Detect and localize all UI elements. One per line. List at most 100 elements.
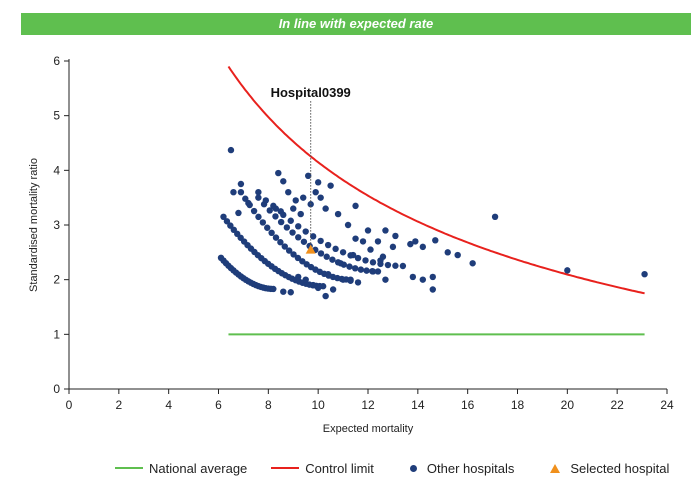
hospital-point — [285, 189, 292, 196]
hospital-point — [295, 273, 302, 281]
hospital-point — [280, 178, 287, 185]
x-tick-label: 6 — [215, 398, 222, 412]
legend-item-national-average[interactable]: National average — [115, 461, 247, 476]
hospital-point — [237, 189, 245, 196]
hospital-point — [444, 249, 451, 256]
hospital-point — [334, 210, 342, 218]
hospital-point — [409, 273, 417, 281]
hospital-point — [329, 286, 337, 293]
hospital-point — [322, 205, 329, 212]
control-limit-swatch — [271, 467, 300, 469]
hospital-point — [339, 249, 347, 256]
hospital-point — [324, 241, 332, 249]
hospital-point — [309, 233, 317, 240]
hospital-point — [384, 261, 392, 269]
hospital-point — [317, 194, 324, 201]
x-tick-label: 22 — [610, 398, 624, 412]
hospital-point — [354, 279, 362, 286]
legend-item-selected-hospital[interactable]: Selected hospital — [538, 461, 669, 476]
hospital-point — [322, 292, 329, 300]
y-tick-label: 4 — [53, 163, 60, 177]
other-hospitals-swatch — [409, 464, 417, 472]
status-banner: In line with expected rate — [21, 13, 691, 35]
hospital-point — [268, 229, 275, 237]
hospital-point — [223, 218, 231, 225]
control-limit-curve — [227, 65, 645, 295]
hospital-point — [429, 273, 436, 281]
hospital-point — [295, 223, 302, 230]
x-tick-label: 8 — [265, 398, 272, 412]
hospital-point — [289, 229, 296, 236]
hospital-point — [351, 265, 359, 272]
hospital-point — [255, 213, 262, 221]
hospital-point — [270, 202, 277, 210]
hospital-point — [379, 253, 387, 260]
x-tick-label: 20 — [561, 398, 575, 412]
hospital-point — [362, 257, 369, 264]
hospital-point — [292, 197, 299, 204]
hospital-point — [300, 194, 307, 201]
hospital-point — [302, 276, 309, 283]
hospital-point — [352, 235, 359, 242]
hospital-point — [272, 213, 279, 220]
hospital-point — [302, 228, 309, 235]
y-axis-title: Standardised mortality ratio — [28, 158, 40, 292]
hospital-point — [266, 207, 273, 214]
hospital-point — [245, 199, 252, 207]
y-tick-label: 0 — [53, 382, 60, 396]
hospital-point — [363, 267, 370, 274]
hospital-point — [454, 251, 461, 259]
control-limit-series — [227, 65, 645, 295]
hospital-point — [287, 217, 294, 224]
hospital-point — [429, 286, 436, 293]
hospital-point — [357, 266, 365, 273]
legend-item-control-limit[interactable]: Control limit — [271, 461, 374, 476]
hospital-point — [283, 224, 291, 231]
x-tick-label: 18 — [511, 398, 525, 412]
hospital-point — [312, 189, 319, 196]
hospital-point — [432, 237, 439, 244]
legend-label: Selected hospital — [570, 460, 670, 476]
x-tick-label: 14 — [411, 398, 425, 412]
axis-labels: Expected mortality Standardised mortality… — [28, 158, 414, 435]
hospital-point — [237, 180, 245, 188]
hospital-point — [354, 254, 362, 262]
hospital-point — [294, 254, 302, 262]
hospital-point — [337, 260, 344, 267]
other-hospitals-series — [217, 146, 648, 300]
hospital-point — [491, 213, 499, 220]
hospital-point — [469, 260, 476, 267]
hospital-point — [412, 238, 419, 245]
hospital-point — [255, 189, 262, 196]
hospital-point — [344, 221, 352, 229]
hospital-point — [324, 271, 332, 278]
hospital-point — [319, 283, 327, 290]
hospital-point — [309, 281, 317, 289]
hospital-point — [227, 146, 235, 154]
x-axis-title: Expected mortality — [323, 423, 414, 435]
hospital-point — [287, 289, 294, 296]
hospital-point — [347, 277, 354, 284]
hospital-point — [359, 238, 367, 245]
hospital-point — [317, 237, 324, 245]
hospital-point — [314, 284, 322, 292]
hospital-point — [317, 250, 325, 257]
hospital-point — [314, 179, 322, 186]
hospital-point — [277, 218, 285, 226]
hospital-point — [399, 262, 407, 270]
x-tick-label: 4 — [165, 398, 172, 412]
hospital-point — [264, 224, 271, 231]
hospital-point — [369, 259, 377, 266]
x-tick-label: 16 — [461, 398, 475, 412]
hospital-point — [272, 234, 280, 241]
hospital-point — [332, 245, 339, 253]
hospital-point — [392, 232, 399, 240]
hospital-point — [349, 251, 357, 259]
hospital-point — [290, 205, 297, 212]
hospital-point — [364, 227, 372, 234]
hospital-point — [235, 209, 242, 217]
hospital-point — [305, 172, 312, 179]
legend-item-other-hospitals[interactable]: Other hospitals — [398, 461, 514, 476]
hospital-point — [346, 263, 353, 270]
